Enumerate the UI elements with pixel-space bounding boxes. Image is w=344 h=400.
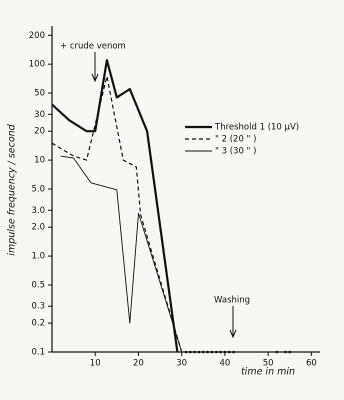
point xyxy=(210,350,214,354)
annotation: Washing xyxy=(214,296,250,306)
point xyxy=(201,350,205,354)
y-tick-label: 30 xyxy=(34,110,45,120)
legend-label: " 3 (30 " ) xyxy=(215,147,256,157)
y-tick-label: 1.0 xyxy=(31,252,45,262)
x-tick-label: 40 xyxy=(219,359,230,369)
x-tick-label: 30 xyxy=(176,359,187,369)
point xyxy=(275,350,279,354)
arrow-head xyxy=(229,329,237,339)
point xyxy=(232,350,235,354)
x-tick-label: 20 xyxy=(133,359,144,369)
point xyxy=(288,350,292,354)
point xyxy=(227,350,231,354)
series-line xyxy=(60,155,183,353)
y-tick-label: 5.0 xyxy=(31,185,45,195)
point xyxy=(223,350,227,354)
annotation: + crude venom xyxy=(60,42,126,52)
y-tick-label: 200 xyxy=(29,31,45,41)
y-tick-label: 20 xyxy=(34,127,45,137)
y-tick-label: 100 xyxy=(29,60,45,70)
point xyxy=(197,350,201,354)
y-tick-label: 2.0 xyxy=(31,223,45,233)
point xyxy=(184,350,188,354)
point xyxy=(206,350,209,354)
y-tick-label: 0.5 xyxy=(31,280,45,290)
point xyxy=(193,350,196,354)
point xyxy=(284,350,287,354)
x-tick-label: 50 xyxy=(263,359,274,369)
series-line xyxy=(51,75,183,353)
y-tick-label: 0.3 xyxy=(31,302,45,312)
y-tick-label: 0.2 xyxy=(31,319,45,329)
arrow-head xyxy=(91,73,99,83)
x-tick-label: 10 xyxy=(90,359,101,369)
y-tick-label: 3.0 xyxy=(31,206,45,216)
point xyxy=(214,350,218,354)
series-line xyxy=(51,59,179,353)
y-axis-label: impulse frequency / second xyxy=(7,123,18,255)
legend-label: Threshold 1 (10 µV) xyxy=(214,123,299,133)
y-tick-label: 50 xyxy=(34,89,45,99)
x-tick-label: 60 xyxy=(306,359,317,369)
x-axis-label: time in min xyxy=(241,367,295,378)
y-tick-label: 10 xyxy=(34,156,45,166)
legend-label: " 2 (20 " ) xyxy=(215,135,256,145)
y-tick-label: 0.1 xyxy=(31,348,45,358)
point xyxy=(219,350,222,354)
point xyxy=(189,350,192,354)
